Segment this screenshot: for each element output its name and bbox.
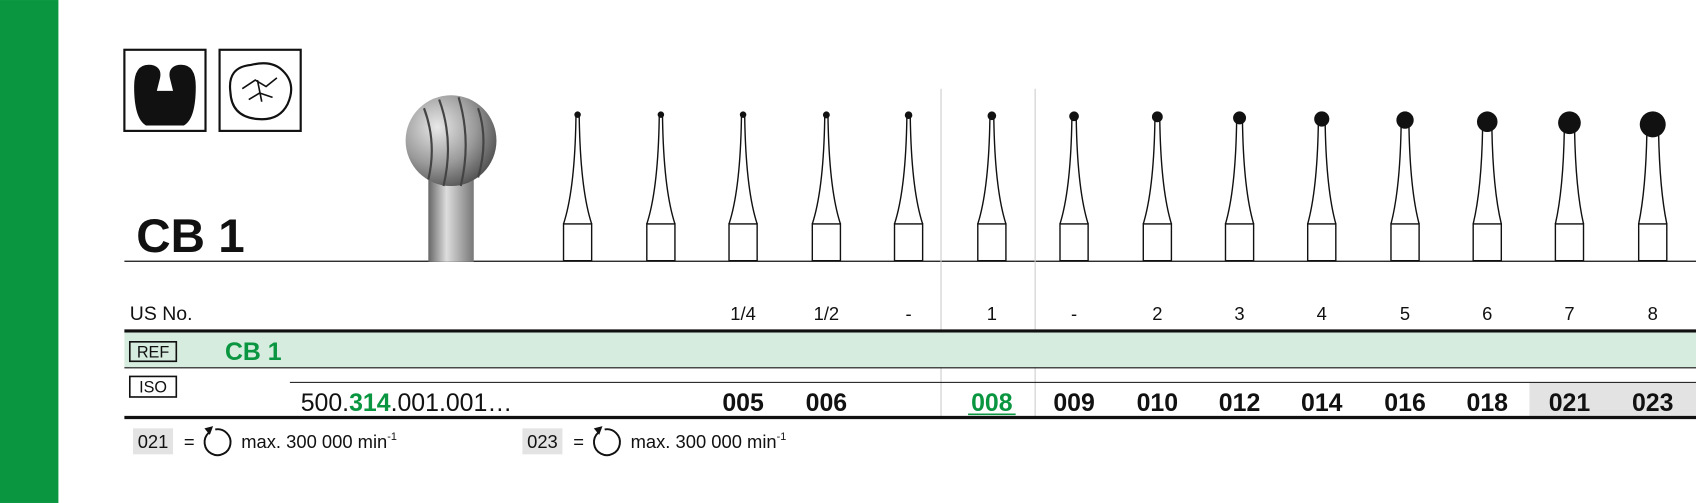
bur-shank [1142, 223, 1173, 262]
bur-head [822, 111, 830, 119]
bur-neck [811, 116, 842, 225]
iso-code: 500.314.001.001… [301, 389, 513, 417]
note-code: 021 [138, 431, 169, 452]
bur-shank [977, 223, 1007, 262]
note-eq: = [573, 431, 584, 452]
rotation-arrow [204, 426, 214, 435]
iso-number: 005 [722, 389, 764, 417]
icon-tooth [123, 48, 207, 132]
bur-shank [1390, 223, 1420, 262]
iso-number: 010 [1137, 389, 1178, 417]
bur-neck [1472, 127, 1502, 225]
bur-shank [646, 223, 676, 262]
bur-neck [728, 116, 758, 225]
iso-number: 021 [1549, 389, 1591, 417]
bur-head [1069, 111, 1079, 122]
bur-head [1314, 111, 1330, 127]
bur-neck [1224, 121, 1255, 225]
bur-shank [1306, 223, 1337, 262]
bur-neck [646, 116, 676, 225]
ref-box [128, 341, 178, 363]
iso-number: 018 [1467, 389, 1509, 417]
iso-highlight: 314 [349, 389, 391, 417]
bur-head [574, 111, 581, 118]
bur-neck [1142, 120, 1173, 225]
ref-label: REF [137, 344, 170, 362]
note-code: 023 [527, 431, 558, 452]
note-text-main: max. 300 000 min [631, 431, 777, 452]
us-number: 1/4 [730, 303, 756, 324]
us-number: 6 [1482, 303, 1492, 324]
iso-number: 008 [971, 389, 1013, 417]
bur-photo [405, 95, 497, 262]
bur-shank [1472, 223, 1503, 262]
bur-shank [1637, 223, 1668, 262]
bur-neck [1390, 125, 1420, 225]
bur-shank [562, 223, 593, 262]
bur-head [1151, 111, 1163, 123]
iso-suffix: .001.001… [391, 389, 513, 417]
rotation-arrow [593, 426, 603, 435]
iso-number: 016 [1384, 389, 1425, 417]
note-text: max. 300 000 min-1 [241, 431, 397, 452]
product-title: CB 1 [136, 210, 244, 263]
note-sup: -1 [387, 431, 397, 443]
iso-number: 023 [1632, 389, 1673, 417]
iso-label: ISO [139, 379, 167, 397]
bur-head [904, 111, 913, 119]
us-number: 1/2 [814, 303, 840, 324]
iso-number: 012 [1219, 389, 1260, 417]
bur-head [1396, 111, 1414, 129]
iso-box [128, 375, 178, 398]
iso-number: 009 [1053, 389, 1094, 417]
note-code-bg [522, 428, 563, 455]
bur-shank [811, 223, 842, 262]
bur-neck [1637, 132, 1668, 225]
note-eq: = [184, 431, 195, 452]
note-code-bg [133, 428, 174, 455]
bur-shank [728, 223, 758, 262]
bur-head [657, 111, 665, 118]
us-number: - [1071, 303, 1077, 324]
bur-head [1558, 111, 1581, 135]
bur-head [1476, 111, 1498, 132]
bur-shank [893, 223, 924, 262]
ref-band [124, 332, 1696, 368]
bur-neck [562, 116, 593, 225]
bur-neck [977, 118, 1007, 225]
bur-head [1233, 111, 1247, 125]
us-number: 1 [987, 303, 997, 324]
iso-shade [1529, 382, 1696, 416]
bur-head [1639, 111, 1666, 138]
us-number: 2 [1152, 303, 1162, 324]
bur-head [987, 111, 997, 121]
note-text: max. 300 000 min-1 [631, 431, 787, 452]
bur-head [739, 111, 747, 118]
us-number: 5 [1400, 303, 1410, 324]
ref-value: CB 1 [225, 338, 282, 366]
iso-number: 014 [1301, 389, 1343, 417]
us-label: US No. [130, 303, 193, 325]
bur-neck [893, 117, 924, 225]
iso-prefix: 500. [301, 389, 349, 417]
note-sup: -1 [777, 431, 787, 443]
bur-shank [1224, 223, 1255, 262]
icon-cavity [218, 48, 302, 132]
us-number: 4 [1317, 303, 1327, 324]
bur-shank [1554, 223, 1585, 262]
iso-number: 006 [806, 389, 847, 417]
us-number: 8 [1648, 303, 1658, 324]
us-number: - [906, 303, 912, 324]
rotation-icon [593, 428, 621, 457]
bur-neck [1059, 119, 1089, 225]
bur-shank [1059, 223, 1089, 262]
bur-neck [1554, 129, 1585, 225]
us-number: 7 [1564, 303, 1574, 324]
rotation-icon [203, 428, 232, 457]
note-text-main: max. 300 000 min [241, 431, 387, 452]
bur-neck [1307, 123, 1337, 225]
us-number: 3 [1234, 303, 1244, 324]
side-bar [0, 0, 59, 503]
